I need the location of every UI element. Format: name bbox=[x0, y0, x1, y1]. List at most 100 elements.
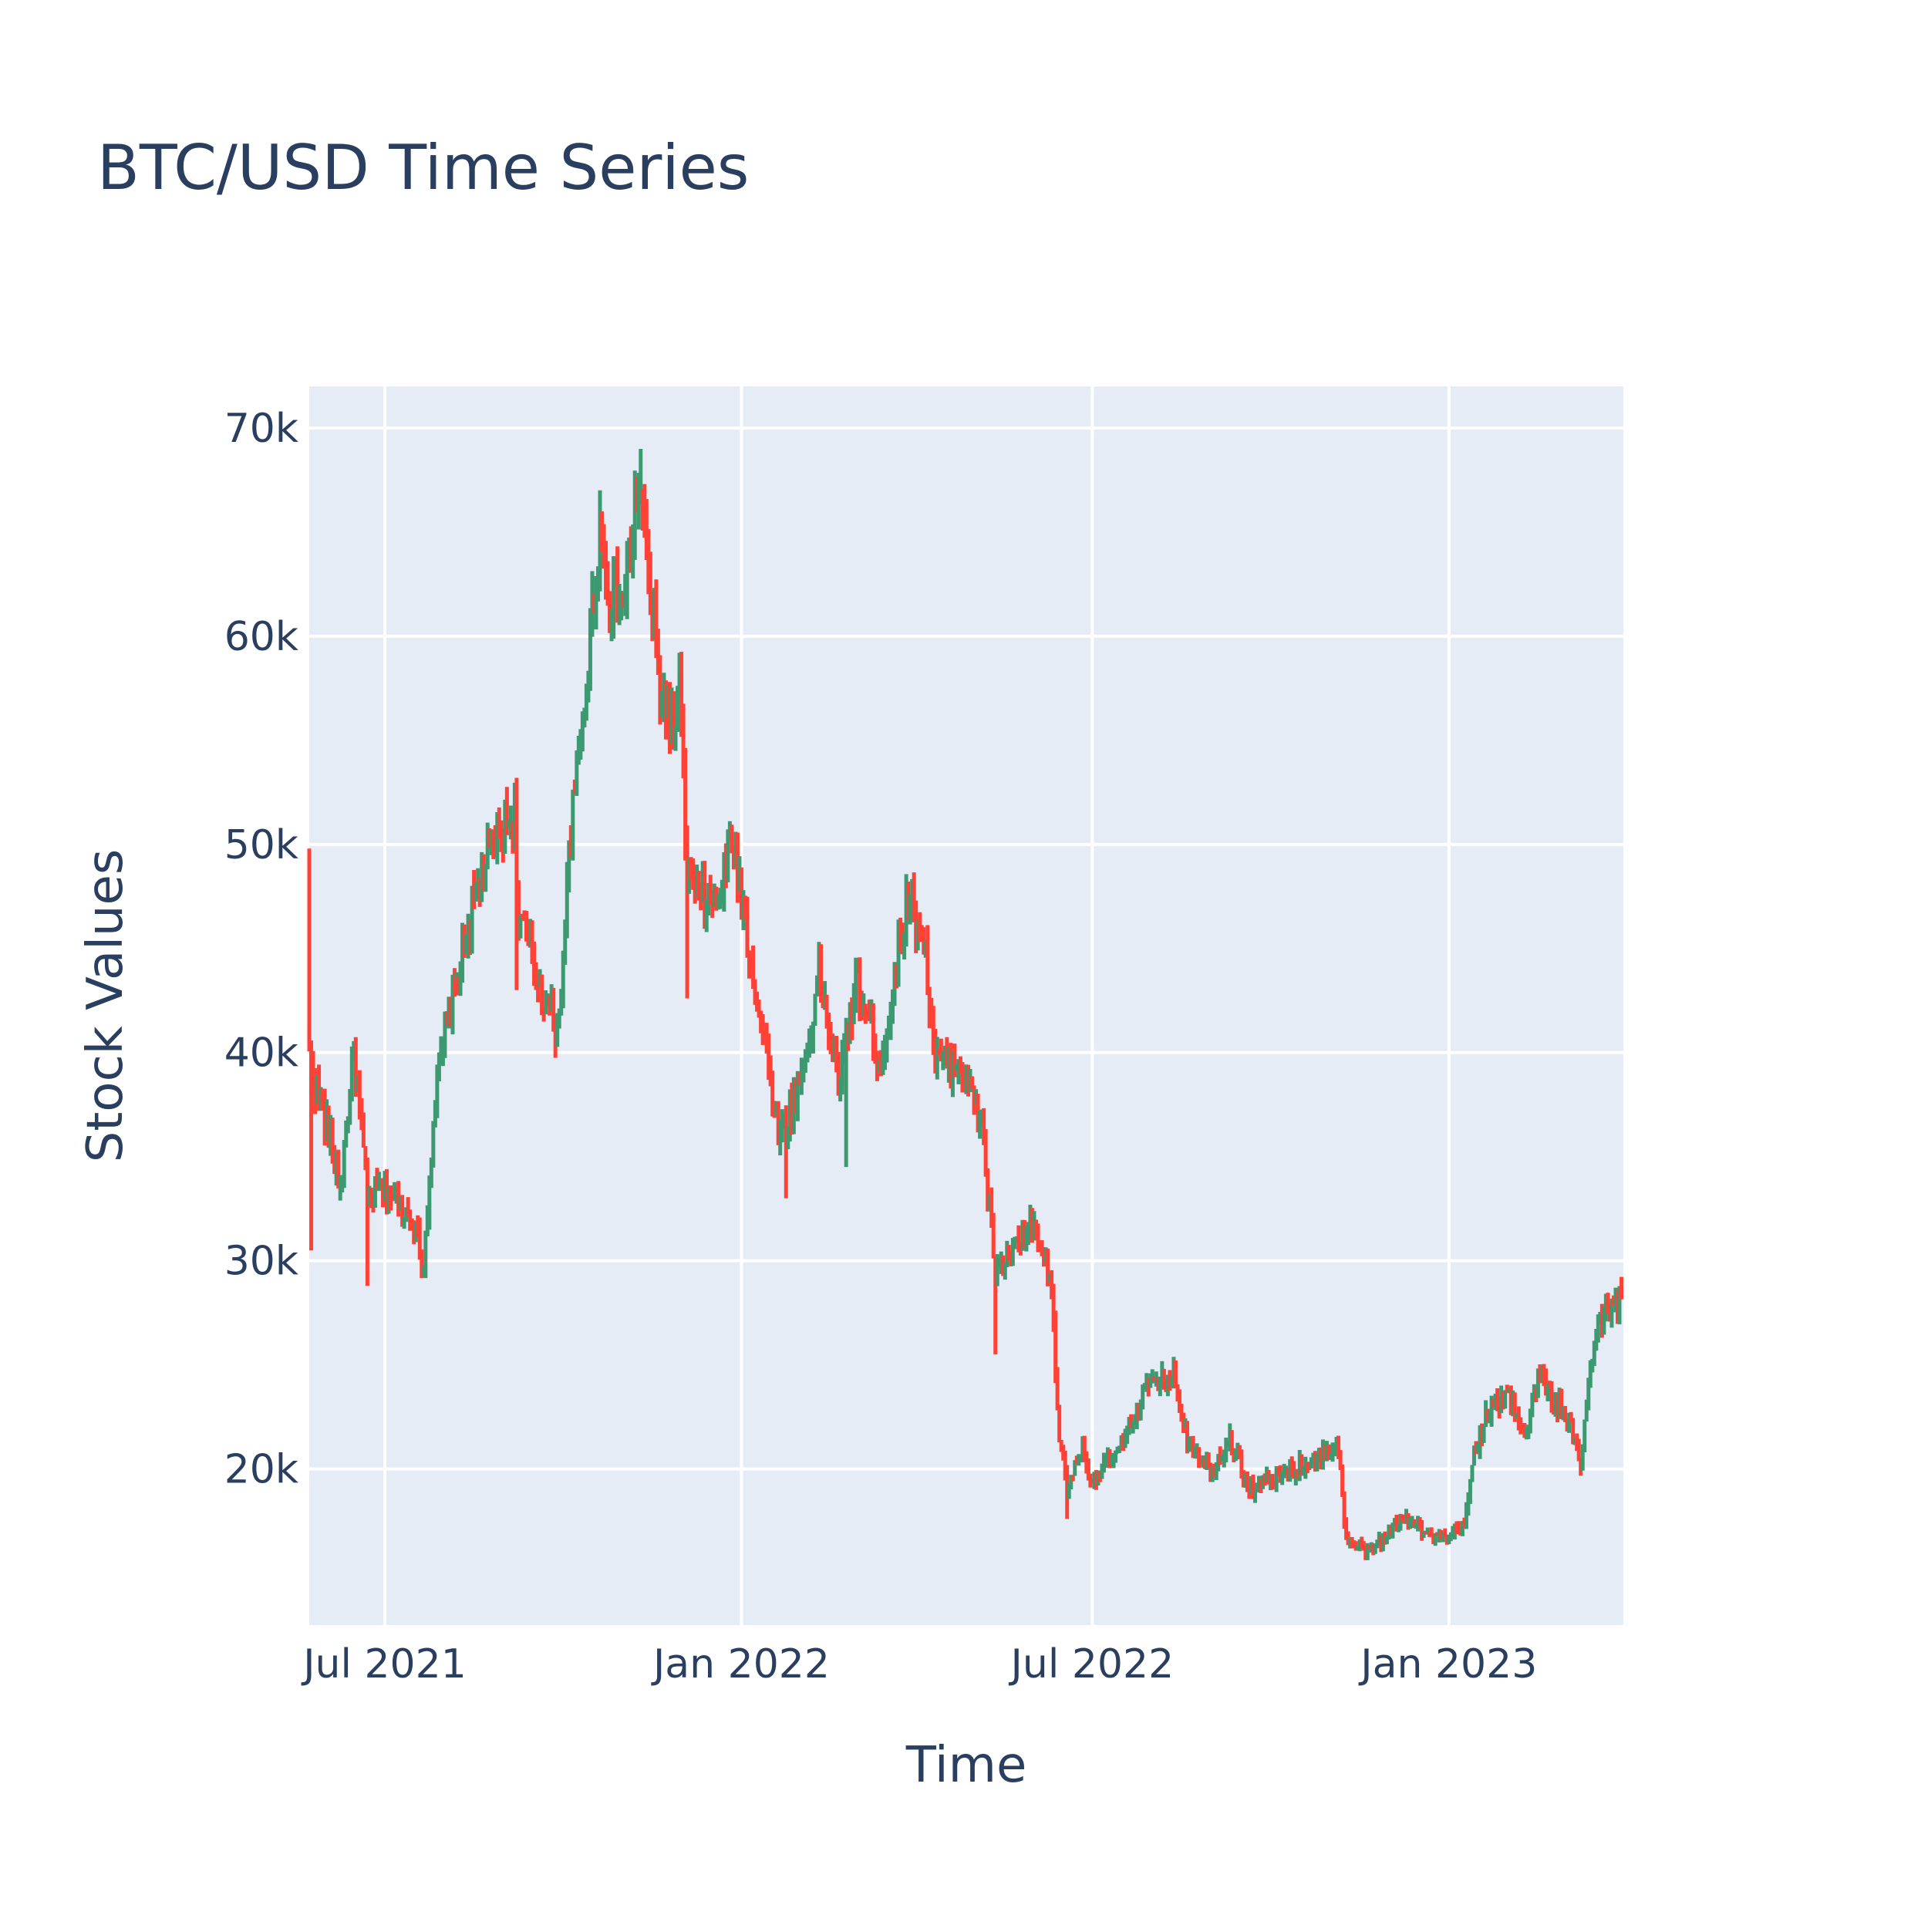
candle-body[interactable] bbox=[686, 844, 689, 878]
candle-body[interactable] bbox=[352, 1050, 355, 1054]
candle-body[interactable] bbox=[1093, 1472, 1096, 1482]
candle-body[interactable] bbox=[465, 943, 467, 949]
candle-body[interactable] bbox=[434, 1107, 436, 1122]
candle-body[interactable] bbox=[1386, 1536, 1388, 1543]
candle-body[interactable] bbox=[1107, 1455, 1109, 1458]
candle-body[interactable] bbox=[1539, 1369, 1542, 1377]
candle-body[interactable] bbox=[726, 838, 729, 869]
candle-body[interactable] bbox=[1300, 1458, 1303, 1475]
candle-body[interactable] bbox=[740, 874, 743, 915]
candle-body[interactable] bbox=[829, 1037, 832, 1043]
candle-body[interactable] bbox=[1384, 1534, 1386, 1543]
candle-body[interactable] bbox=[1568, 1414, 1570, 1427]
candle-body[interactable] bbox=[953, 1057, 956, 1071]
candle-body[interactable] bbox=[323, 1102, 326, 1133]
candle-body[interactable] bbox=[1451, 1532, 1454, 1536]
candle-body[interactable] bbox=[1256, 1482, 1259, 1492]
candle-body[interactable] bbox=[1020, 1246, 1022, 1250]
candle-body[interactable] bbox=[1597, 1315, 1599, 1332]
candle-body[interactable] bbox=[1149, 1381, 1151, 1387]
candle-body[interactable] bbox=[1380, 1536, 1382, 1546]
candle-body[interactable] bbox=[387, 1197, 390, 1205]
candle-body[interactable] bbox=[1029, 1217, 1032, 1233]
candle-body[interactable] bbox=[502, 838, 504, 853]
candle-body[interactable] bbox=[562, 955, 565, 991]
candle-body[interactable] bbox=[1077, 1459, 1080, 1463]
candle-body[interactable] bbox=[480, 868, 483, 889]
candle-body[interactable] bbox=[1012, 1239, 1014, 1263]
candle-body[interactable] bbox=[1048, 1273, 1051, 1276]
candle-body[interactable] bbox=[1066, 1472, 1068, 1495]
candle-body[interactable] bbox=[1558, 1397, 1561, 1414]
candle-body[interactable] bbox=[483, 868, 485, 883]
candle-body[interactable] bbox=[1000, 1261, 1003, 1263]
candle-body[interactable] bbox=[662, 689, 666, 704]
candle-body[interactable] bbox=[1036, 1231, 1040, 1247]
candle-body[interactable] bbox=[771, 1080, 774, 1104]
candle-body[interactable] bbox=[975, 1094, 977, 1104]
candle-body[interactable] bbox=[1310, 1462, 1313, 1468]
candle-body[interactable] bbox=[1326, 1447, 1328, 1455]
candle-body[interactable] bbox=[1424, 1531, 1427, 1533]
candle-body[interactable] bbox=[1542, 1373, 1545, 1378]
candle-body[interactable] bbox=[949, 1050, 952, 1082]
candle-body[interactable] bbox=[560, 990, 562, 1010]
candle-body[interactable] bbox=[1025, 1236, 1028, 1242]
candle-body[interactable] bbox=[1318, 1450, 1320, 1461]
candle-body[interactable] bbox=[407, 1209, 410, 1213]
candle-body[interactable] bbox=[1074, 1461, 1076, 1476]
candle-body[interactable] bbox=[356, 1085, 359, 1091]
candle-body[interactable] bbox=[1434, 1534, 1437, 1543]
candle-body[interactable] bbox=[515, 794, 518, 885]
candle-body[interactable] bbox=[1586, 1402, 1588, 1421]
candle-body[interactable] bbox=[1258, 1478, 1260, 1483]
candle-body[interactable] bbox=[889, 1014, 892, 1026]
candle-body[interactable] bbox=[1616, 1296, 1619, 1314]
candle-body[interactable] bbox=[479, 882, 481, 889]
candle-body[interactable] bbox=[986, 1173, 989, 1199]
candle-body[interactable] bbox=[1021, 1232, 1024, 1250]
candle-body[interactable] bbox=[1378, 1536, 1380, 1545]
candle-body[interactable] bbox=[789, 1095, 791, 1127]
candle-body[interactable] bbox=[994, 1257, 996, 1276]
candle-body[interactable] bbox=[591, 595, 594, 619]
candle-body[interactable] bbox=[692, 872, 694, 878]
candle-body[interactable] bbox=[1172, 1366, 1175, 1381]
candle-body[interactable] bbox=[707, 888, 710, 914]
candle-body[interactable] bbox=[1436, 1534, 1438, 1536]
candle-body[interactable] bbox=[1134, 1420, 1136, 1425]
candle-body[interactable] bbox=[360, 1108, 362, 1128]
candle-body[interactable] bbox=[702, 877, 704, 898]
candle-body[interactable] bbox=[1574, 1437, 1576, 1439]
candle-body[interactable] bbox=[1295, 1470, 1297, 1479]
candle-body[interactable] bbox=[1242, 1470, 1245, 1483]
candle-body[interactable] bbox=[1043, 1254, 1045, 1259]
candle-body[interactable] bbox=[537, 979, 539, 987]
candle-body[interactable] bbox=[1062, 1446, 1064, 1453]
candle-body[interactable] bbox=[397, 1191, 399, 1207]
candle-body[interactable] bbox=[1339, 1451, 1342, 1468]
candle-body[interactable] bbox=[1552, 1405, 1555, 1408]
candle-body[interactable] bbox=[936, 1050, 939, 1064]
candle-body[interactable] bbox=[1208, 1457, 1210, 1465]
candle-body[interactable] bbox=[469, 927, 471, 938]
candle-body[interactable] bbox=[463, 932, 466, 949]
candle-body[interactable] bbox=[942, 1056, 944, 1061]
candle-body[interactable] bbox=[874, 1045, 877, 1060]
candle-body[interactable] bbox=[1266, 1474, 1268, 1482]
candle-body[interactable] bbox=[1050, 1273, 1053, 1290]
candle-body[interactable] bbox=[1199, 1462, 1202, 1464]
candle-body[interactable] bbox=[1492, 1402, 1495, 1405]
candle-body[interactable] bbox=[568, 844, 570, 878]
candle-body[interactable] bbox=[736, 836, 739, 886]
candle-body[interactable] bbox=[1202, 1457, 1204, 1462]
candle-body[interactable] bbox=[1564, 1411, 1566, 1420]
candle-body[interactable] bbox=[1508, 1391, 1510, 1394]
candle-body[interactable] bbox=[956, 1070, 958, 1072]
candle-body[interactable] bbox=[1446, 1534, 1448, 1539]
candle-body[interactable] bbox=[885, 1030, 888, 1050]
candle-body[interactable] bbox=[774, 1104, 776, 1113]
candle-body[interactable] bbox=[1345, 1522, 1347, 1536]
candle-body[interactable] bbox=[1515, 1413, 1518, 1415]
candle-body[interactable] bbox=[821, 1000, 824, 1006]
